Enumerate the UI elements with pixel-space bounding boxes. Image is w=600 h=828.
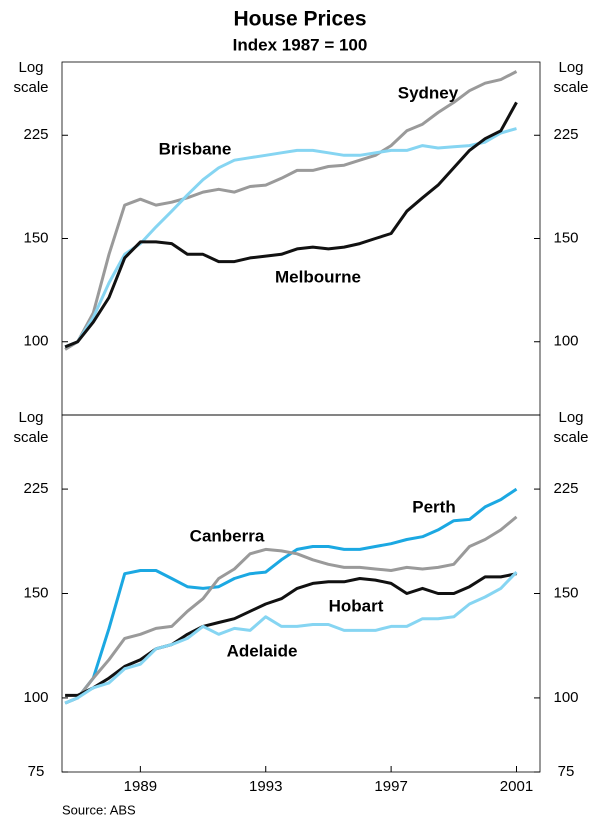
y2-tick-label: 150	[553, 229, 578, 246]
y2-tick-label: 225	[553, 126, 578, 143]
chart-subtitle: Index 1987 = 100	[233, 35, 368, 54]
y-tick-label: 150	[23, 584, 48, 601]
series-line	[64, 487, 518, 705]
series-line	[64, 515, 518, 705]
chart-title: House Prices	[233, 8, 366, 31]
series-label: Adelaide	[227, 641, 298, 660]
x-tick-label: 1993	[249, 778, 282, 795]
series-line	[64, 127, 517, 349]
series-label: Perth	[412, 497, 455, 516]
y-tick-label: 225	[23, 126, 48, 143]
y2-tick-label: 225	[553, 480, 578, 497]
y2-tick-label: 150	[553, 584, 578, 601]
series-line	[64, 70, 518, 351]
source-note: Source: ABS	[62, 802, 136, 817]
plot-frame	[61, 414, 541, 773]
y2-tick-label: 100	[553, 333, 578, 350]
y-tick-label: 100	[23, 333, 48, 350]
y-tick-label: 225	[23, 480, 48, 497]
y-axis-label: Log scale	[13, 59, 49, 96]
series-label: Melbourne	[275, 267, 361, 286]
x-tick-label: 2001	[500, 778, 533, 795]
y-tick-label: 150	[23, 229, 48, 246]
plot-frame	[61, 61, 541, 416]
series-line	[65, 572, 517, 697]
series-label: Brisbane	[159, 139, 232, 158]
series-line	[64, 101, 518, 349]
series-label: Canberra	[190, 526, 265, 545]
y2-axis-label: Log scale	[553, 409, 589, 446]
series-line	[64, 571, 518, 705]
y-tick-label: 100	[23, 689, 48, 706]
y2-tick-label: 100	[553, 689, 578, 706]
series-label: Hobart	[329, 596, 384, 615]
x-tick-label: 1989	[124, 778, 157, 795]
y2-axis-label: Log scale	[553, 59, 589, 96]
y-tick-label: 75	[28, 763, 45, 780]
x-tick-label: 1997	[374, 778, 407, 795]
y-axis-label: Log scale	[13, 409, 49, 446]
series-label: Sydney	[398, 83, 459, 102]
y2-tick-label: 75	[558, 763, 575, 780]
